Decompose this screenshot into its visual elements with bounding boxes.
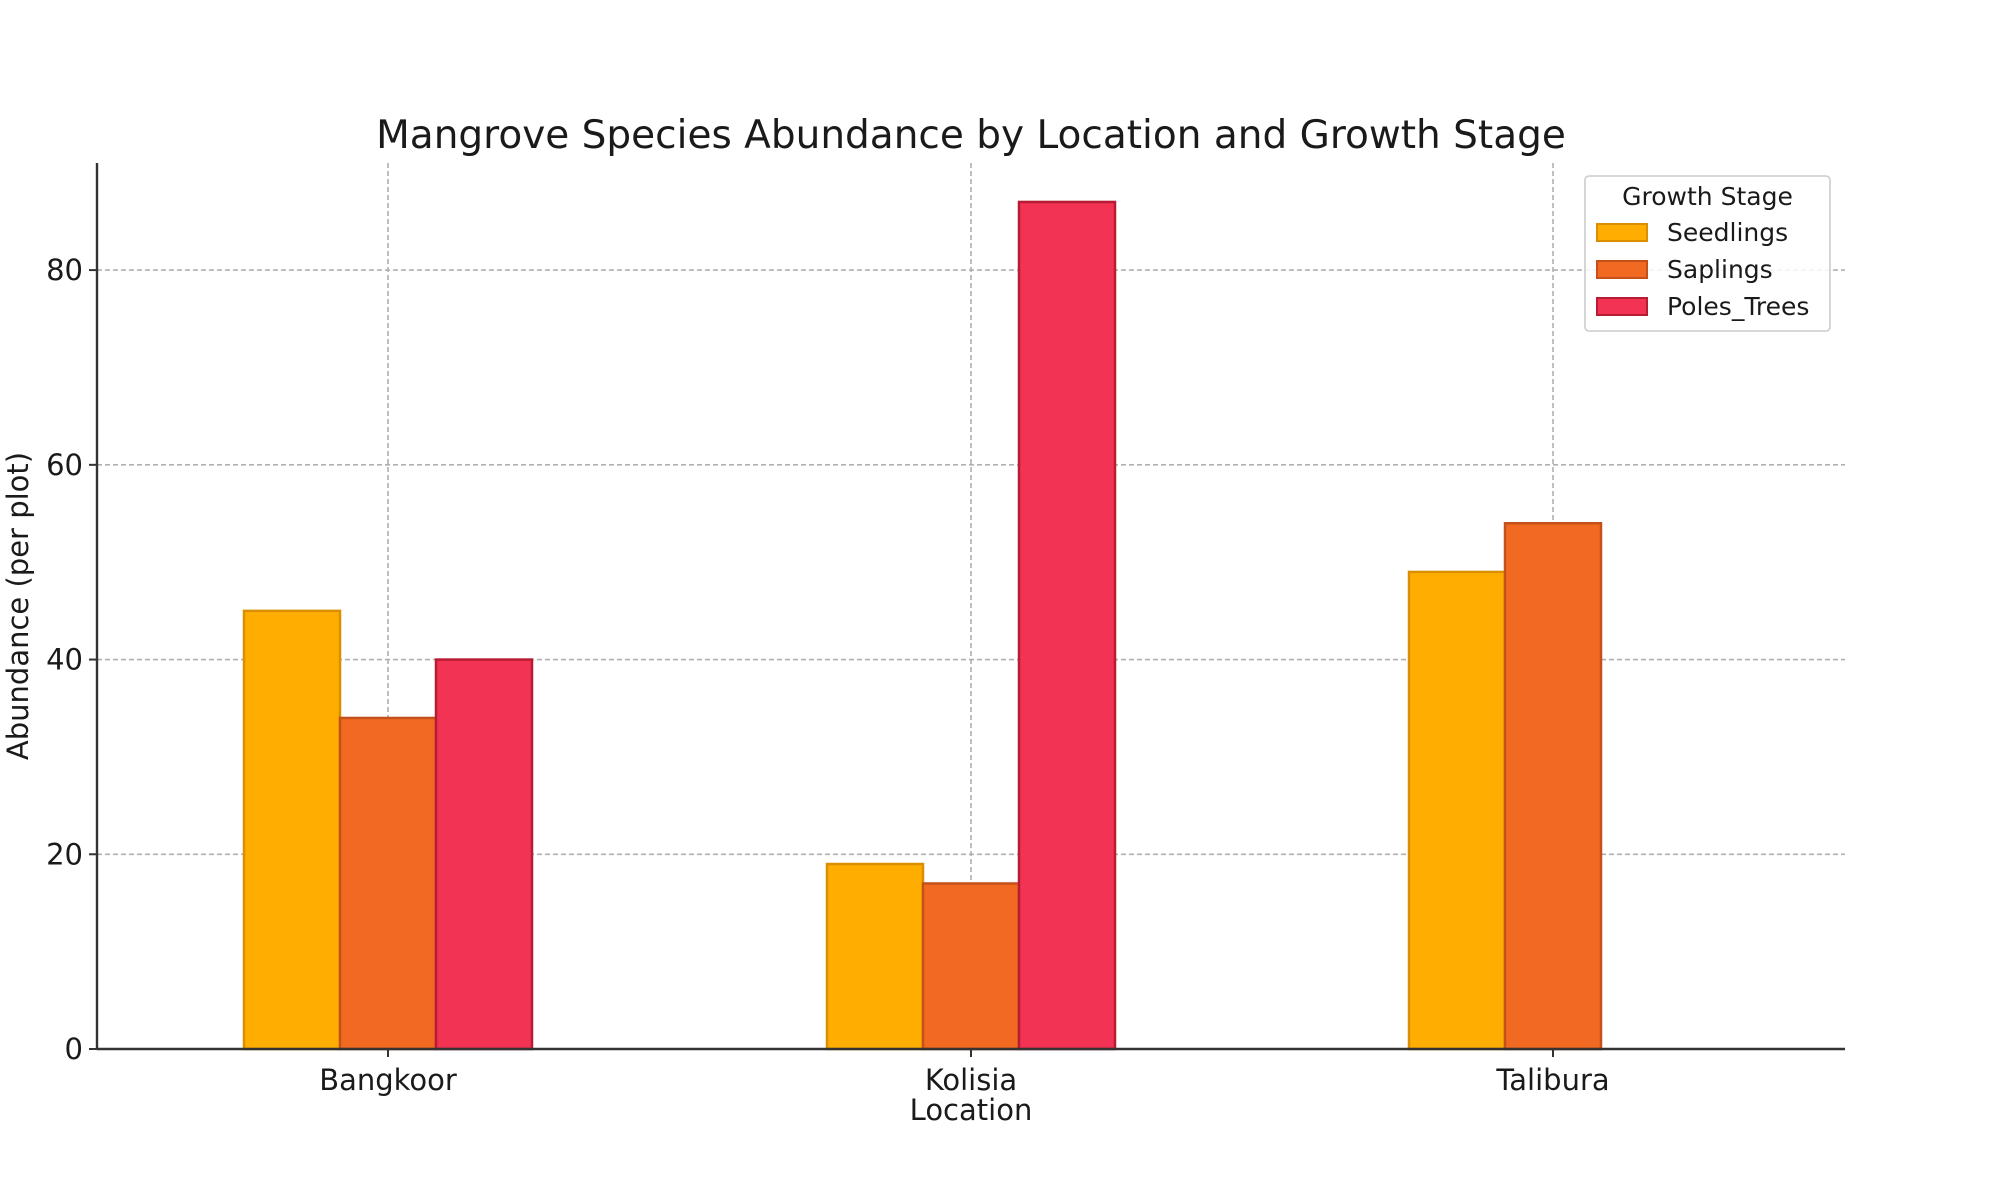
legend-label-seedlings: Seedlings (1667, 218, 1788, 247)
x-tick-label-talibura: Talibura (1495, 1063, 1609, 1097)
y-tick-label-20: 20 (46, 837, 83, 871)
y-tick-label-80: 80 (46, 253, 83, 287)
legend-swatch-seedlings (1596, 223, 1648, 242)
legend-swatch-saplings (1596, 260, 1648, 279)
legend-label-poles-trees: Poles_Trees (1667, 292, 1809, 321)
y-tick-label-60: 60 (46, 448, 83, 482)
tick-labels: 0 20 40 60 80 Bangkoor Kolisia Talibura (46, 253, 1610, 1097)
y-tick-label-0: 0 (65, 1032, 83, 1066)
bar-bangkoor-poles-trees (434, 658, 534, 1051)
x-tick-label-bangkoor: Bangkoor (319, 1063, 457, 1097)
y-axis-label: Abundance (per plot) (1, 452, 35, 760)
chart-title: Mangrove Species Abundance by Location a… (376, 113, 1566, 158)
x-axis-label: Location (910, 1093, 1033, 1127)
x-tick-label-kolisia: Kolisia (925, 1063, 1017, 1097)
legend-label-saplings: Saplings (1667, 255, 1773, 284)
bar-kolisia-saplings (921, 882, 1021, 1051)
bar-bangkoor-saplings (338, 716, 438, 1051)
legend-box (1584, 175, 1831, 332)
legend-title: Growth Stage (1622, 182, 1793, 211)
legend-swatch-poles-trees (1596, 297, 1648, 316)
legend: Growth Stage Seedlings Saplings Poles_Tree… (1584, 175, 1831, 332)
bar-talibura-seedlings (1407, 570, 1507, 1051)
bar-kolisia-poles-trees (1017, 200, 1117, 1051)
bar-bangkoor-seedlings (242, 609, 342, 1051)
bar-talibura-saplings (1503, 521, 1603, 1051)
y-tick-label-40: 40 (46, 643, 83, 677)
bars (242, 200, 1603, 1051)
bar-kolisia-seedlings (825, 862, 925, 1051)
